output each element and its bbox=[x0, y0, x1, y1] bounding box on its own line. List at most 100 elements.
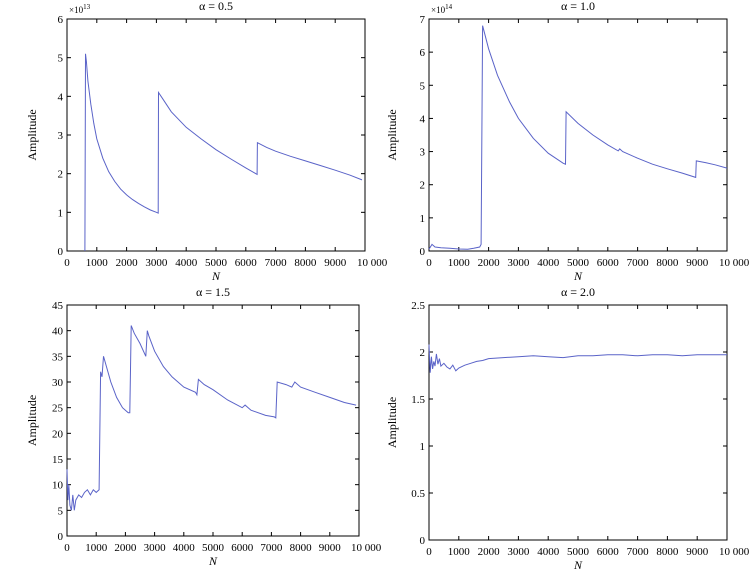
chart-panel-1: 0 1000 2000 3000 4000 5000 6000 7000 8000 9000 10 … bbox=[25, 0, 388, 283]
y-tick-label: 40 bbox=[52, 326, 64, 338]
y-tick-label: 20 bbox=[52, 428, 64, 440]
x-tick-label: 5000 bbox=[202, 542, 225, 554]
x-tick-label: 5000 bbox=[567, 257, 590, 269]
x-axis-label: N bbox=[211, 269, 221, 283]
x-tick-label: 9000 bbox=[324, 257, 347, 269]
x-tick-label: 5000 bbox=[567, 546, 590, 558]
chart-title: α = 1.0 bbox=[561, 0, 595, 13]
axis-multiplier: ×1013 bbox=[69, 3, 91, 15]
series-line bbox=[428, 25, 728, 250]
x-tick-label: 9000 bbox=[686, 546, 709, 558]
y-tick-label: 6 bbox=[58, 14, 64, 26]
x-tick-label: 10 000 bbox=[351, 542, 382, 554]
y-tick-label: 35 bbox=[52, 351, 64, 363]
y-tick-label: 0 bbox=[58, 246, 64, 258]
x-tick-label: 4000 bbox=[537, 257, 560, 269]
y-tick-label: 2 bbox=[420, 347, 426, 359]
x-tick-label: 2000 bbox=[478, 257, 501, 269]
y-tick-label: 0 bbox=[420, 535, 426, 547]
chart-panel-2: 0 1000 2000 3000 4000 5000 6000 7000 8000 9000 10 … bbox=[385, 0, 750, 283]
y-axis-label: Amplitude bbox=[25, 109, 39, 160]
x-tick-label: 4000 bbox=[175, 257, 198, 269]
x-tick-label: 10 000 bbox=[719, 546, 750, 558]
x-tick-label: 1000 bbox=[86, 257, 109, 269]
plot-frame bbox=[66, 18, 366, 252]
chart-title: α = 1.5 bbox=[196, 285, 230, 299]
series-line bbox=[428, 344, 727, 373]
y-tick-label: 15 bbox=[52, 454, 64, 466]
y-tick-label: 5 bbox=[58, 53, 64, 65]
x-tick-label: 0 bbox=[64, 257, 70, 269]
x-tick-label: 8000 bbox=[290, 542, 313, 554]
y-tick-label: 3 bbox=[420, 147, 426, 159]
y-tick-label: 2 bbox=[420, 180, 426, 192]
y-tick-label: 4 bbox=[420, 113, 426, 125]
x-tick-label: 1000 bbox=[448, 257, 471, 269]
x-tick-label: 2000 bbox=[114, 542, 137, 554]
x-tick-label: 6000 bbox=[597, 257, 620, 269]
y-tick-label: 25 bbox=[52, 403, 64, 415]
x-tick-label: 6000 bbox=[597, 546, 620, 558]
y-tick-label: 5 bbox=[420, 80, 426, 92]
chart-title: α = 2.0 bbox=[561, 285, 595, 299]
y-tick-label: 7 bbox=[420, 14, 426, 26]
x-axis-label: N bbox=[573, 269, 583, 283]
x-tick-label: 7000 bbox=[627, 546, 650, 558]
x-tick-label: 2000 bbox=[478, 546, 501, 558]
x-tick-label: 10 000 bbox=[357, 257, 388, 269]
plot-frame bbox=[428, 304, 728, 541]
y-tick-label: 2 bbox=[58, 169, 64, 181]
y-tick-label: 0 bbox=[420, 246, 426, 258]
x-tick-label: 8000 bbox=[294, 257, 317, 269]
series-line bbox=[66, 325, 357, 511]
y-axis-label: Amplitude bbox=[385, 397, 399, 448]
y-tick-label: 45 bbox=[52, 300, 64, 312]
x-axis-label: N bbox=[573, 558, 583, 572]
plot-frame bbox=[66, 304, 360, 537]
x-tick-label: 4000 bbox=[537, 546, 560, 558]
x-tick-label: 9000 bbox=[319, 542, 342, 554]
x-tick-label: 0 bbox=[64, 542, 70, 554]
y-tick-label: 1 bbox=[420, 441, 426, 453]
x-tick-label: 8000 bbox=[656, 546, 679, 558]
x-tick-label: 7000 bbox=[265, 257, 288, 269]
y-tick-label: 2.5 bbox=[411, 300, 425, 312]
y-axis-label: Amplitude bbox=[385, 109, 399, 160]
x-tick-label: 1000 bbox=[448, 546, 471, 558]
series-line bbox=[84, 53, 363, 252]
y-tick-label: 6 bbox=[420, 47, 426, 59]
x-axis-label: N bbox=[208, 554, 218, 568]
x-tick-label: 6000 bbox=[235, 257, 258, 269]
y-tick-label: 30 bbox=[52, 377, 64, 389]
x-tick-label: 4000 bbox=[173, 542, 196, 554]
y-tick-label: 10 bbox=[52, 480, 64, 492]
x-tick-label: 8000 bbox=[656, 257, 679, 269]
y-tick-label: 0 bbox=[58, 531, 64, 543]
x-tick-label: 7000 bbox=[260, 542, 283, 554]
y-tick-label: 0.5 bbox=[411, 488, 425, 500]
y-tick-label: 1 bbox=[420, 213, 426, 225]
y-tick-label: 1 bbox=[58, 207, 64, 219]
chart-title: α = 0.5 bbox=[199, 0, 233, 13]
x-tick-label: 5000 bbox=[205, 257, 228, 269]
y-tick-label: 1.5 bbox=[411, 394, 425, 406]
plot-frame bbox=[428, 18, 728, 252]
x-tick-label: 0 bbox=[426, 546, 432, 558]
x-tick-label: 3000 bbox=[144, 542, 167, 554]
x-tick-label: 3000 bbox=[145, 257, 168, 269]
x-tick-label: 3000 bbox=[507, 257, 530, 269]
chart-panel-3: 0 1000 2000 3000 4000 5000 6000 7000 8000 9000 10 … bbox=[25, 285, 382, 568]
x-tick-label: 1000 bbox=[85, 542, 108, 554]
y-tick-label: 3 bbox=[58, 130, 64, 142]
x-tick-label: 6000 bbox=[231, 542, 254, 554]
y-tick-label: 5 bbox=[58, 505, 64, 517]
x-tick-label: 9000 bbox=[686, 257, 709, 269]
y-tick-label: 4 bbox=[58, 91, 64, 103]
x-tick-label: 10 000 bbox=[719, 257, 750, 269]
x-tick-label: 0 bbox=[426, 257, 432, 269]
axis-multiplier: ×1014 bbox=[431, 3, 453, 15]
chart-panel-4: 0 1000 2000 3000 4000 5000 6000 7000 8000 9000 10 … bbox=[385, 285, 750, 572]
x-tick-label: 3000 bbox=[507, 546, 530, 558]
x-tick-label: 7000 bbox=[627, 257, 650, 269]
